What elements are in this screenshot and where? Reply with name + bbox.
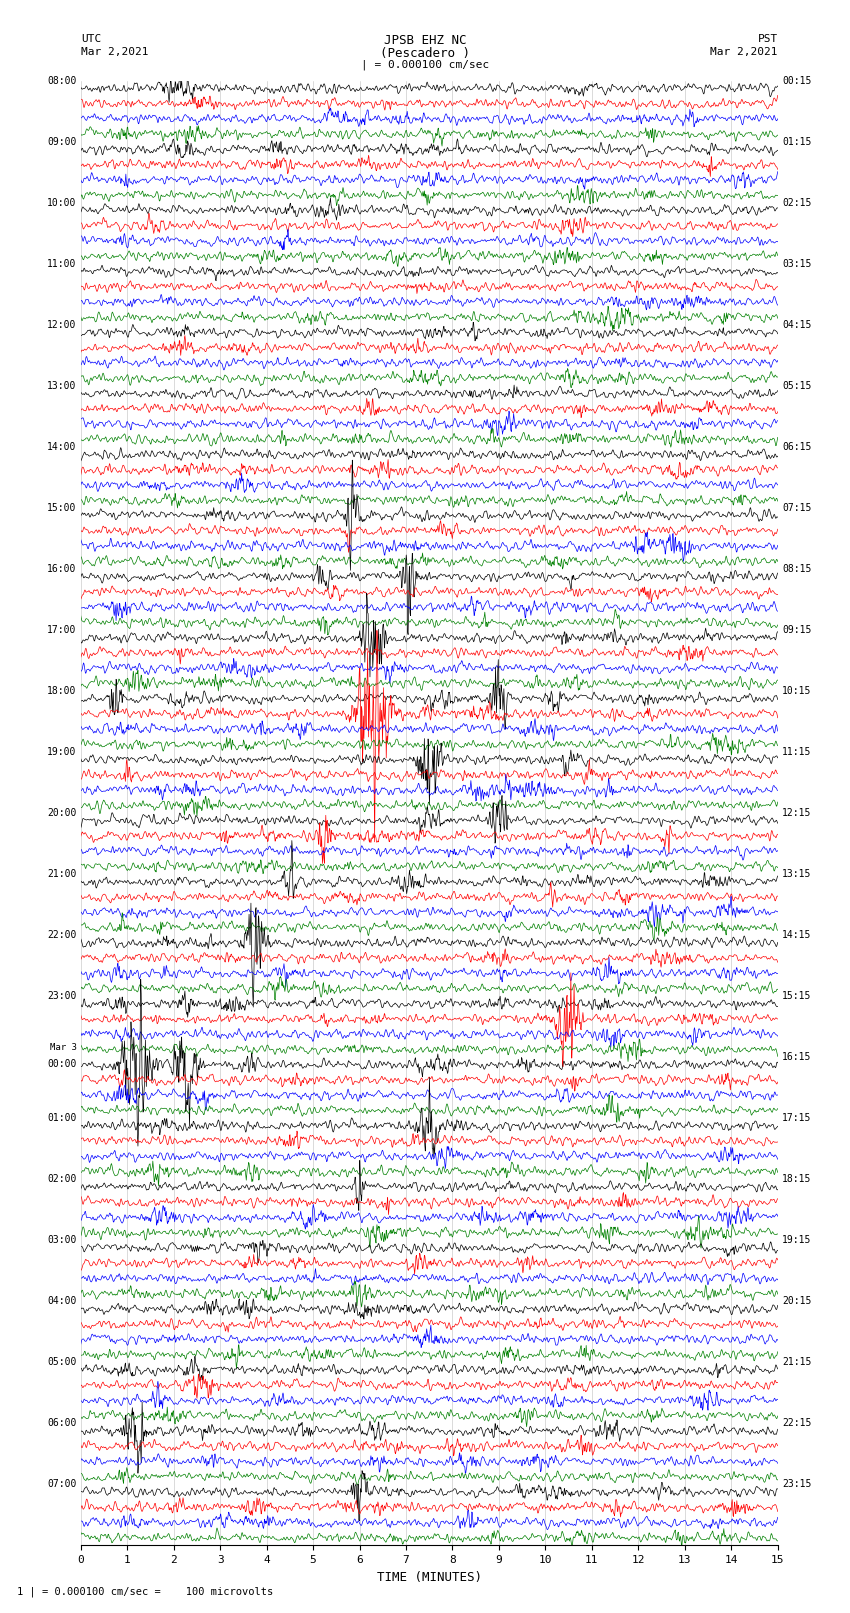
Text: 22:15: 22:15: [782, 1418, 812, 1428]
Text: 15:15: 15:15: [782, 990, 812, 1002]
Text: 10:00: 10:00: [47, 198, 76, 208]
Text: 14:15: 14:15: [782, 931, 812, 940]
Text: 16:15: 16:15: [782, 1052, 812, 1061]
Text: 03:00: 03:00: [47, 1236, 76, 1245]
X-axis label: TIME (MINUTES): TIME (MINUTES): [377, 1571, 482, 1584]
Text: 21:15: 21:15: [782, 1357, 812, 1368]
Text: | = 0.000100 cm/sec: | = 0.000100 cm/sec: [361, 60, 489, 71]
Text: 08:00: 08:00: [47, 76, 76, 85]
Text: 04:00: 04:00: [47, 1297, 76, 1307]
Text: 16:00: 16:00: [47, 565, 76, 574]
Text: 05:15: 05:15: [782, 381, 812, 390]
Text: UTC: UTC: [81, 34, 101, 44]
Text: 08:15: 08:15: [782, 565, 812, 574]
Text: 07:00: 07:00: [47, 1479, 76, 1489]
Text: 00:15: 00:15: [782, 76, 812, 85]
Text: 20:15: 20:15: [782, 1297, 812, 1307]
Text: 17:15: 17:15: [782, 1113, 812, 1123]
Text: Mar 3: Mar 3: [49, 1044, 76, 1052]
Text: 06:00: 06:00: [47, 1418, 76, 1428]
Text: 03:15: 03:15: [782, 258, 812, 269]
Text: 02:00: 02:00: [47, 1174, 76, 1184]
Text: 04:15: 04:15: [782, 319, 812, 329]
Text: 21:00: 21:00: [47, 869, 76, 879]
Text: 00:00: 00:00: [47, 1058, 76, 1069]
Text: 10:15: 10:15: [782, 686, 812, 695]
Text: 23:15: 23:15: [782, 1479, 812, 1489]
Text: PST: PST: [757, 34, 778, 44]
Text: 22:00: 22:00: [47, 931, 76, 940]
Text: 1 | = 0.000100 cm/sec =    100 microvolts: 1 | = 0.000100 cm/sec = 100 microvolts: [17, 1586, 273, 1597]
Text: Mar 2,2021: Mar 2,2021: [81, 47, 148, 56]
Text: 02:15: 02:15: [782, 198, 812, 208]
Text: 12:15: 12:15: [782, 808, 812, 818]
Text: 12:00: 12:00: [47, 319, 76, 329]
Text: 19:15: 19:15: [782, 1236, 812, 1245]
Text: 05:00: 05:00: [47, 1357, 76, 1368]
Text: 01:15: 01:15: [782, 137, 812, 147]
Text: (Pescadero ): (Pescadero ): [380, 47, 470, 60]
Text: 13:00: 13:00: [47, 381, 76, 390]
Text: 17:00: 17:00: [47, 624, 76, 636]
Text: Mar 2,2021: Mar 2,2021: [711, 47, 778, 56]
Text: 09:00: 09:00: [47, 137, 76, 147]
Text: 19:00: 19:00: [47, 747, 76, 756]
Text: 11:00: 11:00: [47, 258, 76, 269]
Text: 18:15: 18:15: [782, 1174, 812, 1184]
Text: 07:15: 07:15: [782, 503, 812, 513]
Text: 01:00: 01:00: [47, 1113, 76, 1123]
Text: 18:00: 18:00: [47, 686, 76, 695]
Text: 13:15: 13:15: [782, 869, 812, 879]
Text: 06:15: 06:15: [782, 442, 812, 452]
Text: JPSB EHZ NC: JPSB EHZ NC: [383, 34, 467, 47]
Text: 09:15: 09:15: [782, 624, 812, 636]
Text: 15:00: 15:00: [47, 503, 76, 513]
Text: 14:00: 14:00: [47, 442, 76, 452]
Text: 23:00: 23:00: [47, 990, 76, 1002]
Text: 20:00: 20:00: [47, 808, 76, 818]
Text: 11:15: 11:15: [782, 747, 812, 756]
